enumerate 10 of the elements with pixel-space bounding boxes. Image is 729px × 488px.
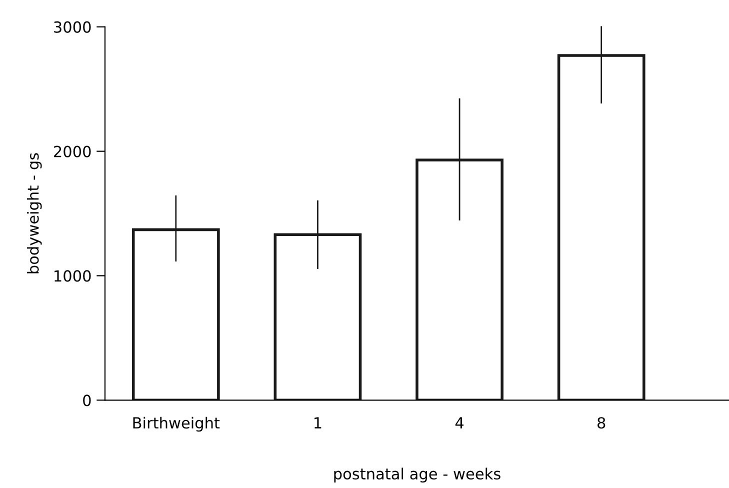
x-axis-title: postnatal age - weeks bbox=[334, 468, 500, 483]
y-axis-title: bodyweight - gs bbox=[27, 153, 42, 274]
x-tick-label: Birthweight bbox=[133, 416, 220, 432]
y-tick-label: 1000 bbox=[54, 270, 91, 282]
x-tick-label: 1 bbox=[314, 417, 322, 428]
x-tick-label: 8 bbox=[598, 417, 606, 429]
y-tick-label: 0 bbox=[83, 394, 91, 406]
y-tick-label: 3000 bbox=[54, 21, 91, 33]
x-tick-label: 4 bbox=[455, 417, 464, 428]
y-tick-label: 2000 bbox=[54, 146, 91, 158]
